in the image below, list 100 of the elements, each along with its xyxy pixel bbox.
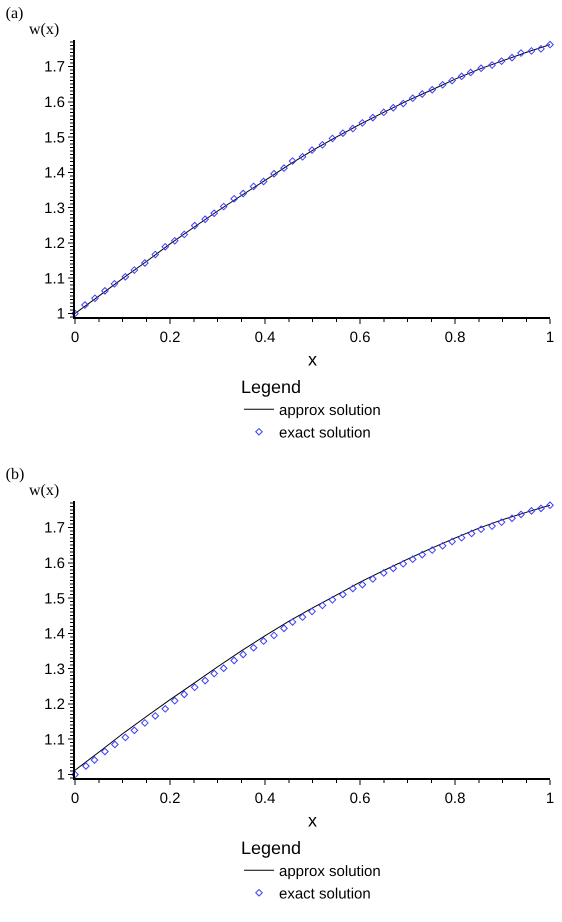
y-tick-label: 1.1	[44, 731, 65, 748]
point	[180, 690, 188, 698]
point	[339, 590, 347, 598]
point	[110, 280, 118, 288]
x-axis-title: x	[308, 810, 317, 831]
point	[298, 613, 306, 621]
point	[82, 762, 90, 770]
point	[318, 141, 326, 149]
point	[288, 157, 296, 165]
legend-label: approx solution	[279, 863, 381, 880]
point	[230, 656, 238, 664]
chart-title: (a)	[6, 5, 24, 22]
y-tick-label: 1	[56, 306, 65, 323]
x-tick-label: 0.2	[160, 329, 180, 346]
point	[458, 72, 466, 80]
y-tick-label: 1	[56, 766, 65, 784]
point	[111, 740, 119, 748]
point	[122, 734, 130, 742]
point	[101, 287, 109, 295]
legend-label: exact solution	[279, 886, 371, 903]
point	[171, 696, 178, 704]
point	[328, 134, 336, 142]
point	[477, 64, 485, 72]
y-tick-label: 1.7	[44, 58, 65, 76]
x-tick-label: 1	[546, 790, 554, 807]
point	[190, 222, 198, 230]
point	[390, 564, 397, 572]
point	[438, 81, 446, 89]
point	[477, 525, 485, 533]
y-tick-label: 1.2	[44, 235, 65, 252]
point	[328, 596, 336, 604]
point	[280, 164, 288, 172]
point	[270, 170, 278, 178]
point	[171, 237, 178, 245]
point	[349, 584, 357, 592]
point	[408, 94, 416, 102]
point	[408, 555, 416, 563]
point	[180, 230, 188, 238]
legend-title: Legend	[241, 377, 302, 398]
point	[101, 748, 109, 756]
point	[141, 719, 149, 727]
point	[122, 273, 130, 281]
point	[162, 243, 169, 251]
point	[81, 301, 89, 309]
point	[517, 49, 525, 57]
point	[210, 210, 218, 218]
point	[517, 510, 525, 518]
point	[220, 202, 228, 210]
point	[280, 624, 288, 632]
point	[270, 632, 278, 640]
y-axis-title: w(x)	[29, 21, 60, 38]
legend-title: Legend	[241, 838, 302, 858]
y-tick-label: 1.4	[44, 164, 65, 182]
x-tick-label: 0.8	[444, 790, 466, 807]
legend-label: exact solution	[279, 424, 371, 442]
point	[220, 664, 228, 672]
point	[90, 756, 98, 764]
x-tick-label: 0.2	[160, 790, 180, 807]
point	[308, 146, 316, 154]
y-tick-label: 1.3	[44, 200, 65, 217]
x-tick-label: 0.4	[254, 329, 276, 346]
point	[380, 108, 388, 116]
point	[318, 602, 326, 610]
point	[418, 550, 426, 558]
x-tick-label: 1	[546, 329, 554, 346]
y-tick-label: 1.6	[44, 555, 65, 572]
y-tick-label: 1.4	[44, 626, 65, 643]
point	[448, 538, 456, 546]
point	[528, 47, 536, 55]
y-tick-label: 1.2	[44, 696, 65, 714]
point	[239, 190, 247, 198]
point	[428, 546, 436, 554]
y-tick-label: 1.7	[44, 520, 65, 537]
point	[380, 569, 388, 577]
point	[141, 259, 149, 267]
point	[260, 637, 268, 645]
point	[349, 124, 357, 132]
x-axis-title: x	[308, 350, 317, 370]
point	[358, 119, 366, 127]
point	[537, 504, 545, 512]
point	[438, 542, 446, 550]
point	[152, 250, 160, 258]
point	[528, 507, 536, 515]
point	[428, 86, 436, 94]
point	[537, 45, 545, 53]
point	[466, 68, 474, 76]
point	[448, 76, 456, 84]
x-tick-label: 0.6	[350, 790, 370, 807]
point	[308, 608, 316, 616]
x-tick-label: 0.8	[444, 329, 466, 346]
point	[201, 216, 209, 224]
point	[498, 57, 506, 65]
point	[546, 501, 554, 509]
point	[369, 114, 377, 122]
point	[260, 178, 268, 186]
point	[91, 294, 99, 302]
point	[546, 40, 554, 48]
point	[458, 534, 466, 542]
point	[190, 684, 198, 692]
point	[250, 182, 258, 190]
